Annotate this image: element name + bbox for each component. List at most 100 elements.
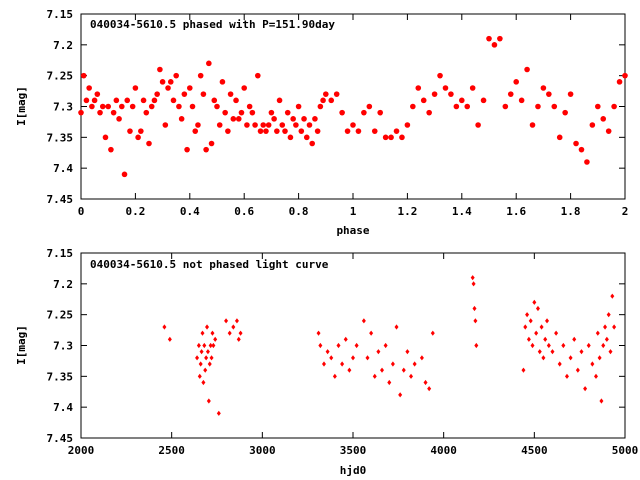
- data-point: [601, 342, 606, 349]
- data-point: [178, 116, 185, 122]
- data-point: [595, 330, 600, 336]
- data-point: [116, 116, 122, 122]
- data-point: [295, 103, 302, 110]
- data-point: [127, 128, 133, 134]
- data-point: [287, 134, 294, 141]
- data-point: [309, 140, 316, 147]
- data-point: [83, 97, 90, 104]
- data-point: [284, 109, 291, 116]
- data-point: [420, 97, 427, 104]
- data-point: [491, 42, 498, 48]
- data-point: [129, 103, 136, 110]
- data-point: [254, 72, 261, 79]
- data-point: [606, 312, 611, 318]
- data-point: [595, 103, 601, 110]
- data-point: [616, 79, 623, 85]
- data-point: [197, 373, 202, 379]
- data-point: [325, 349, 330, 355]
- data-point: [316, 330, 321, 336]
- data-point: [78, 109, 84, 116]
- data-point: [203, 367, 208, 373]
- data-point: [306, 122, 313, 128]
- data-point: [195, 122, 201, 128]
- data-point: [196, 342, 201, 349]
- y-tick-label: 7.4: [53, 162, 73, 175]
- data-point: [124, 97, 131, 104]
- y-tick-label: 7.2: [53, 278, 73, 291]
- data-point: [448, 91, 454, 97]
- y-axis-label: I[mag]: [15, 325, 28, 365]
- x-tick-label: 5000: [612, 444, 639, 457]
- data-point: [605, 128, 612, 134]
- data-point: [535, 305, 540, 312]
- data-point: [105, 103, 111, 110]
- x-axis-label: phase: [336, 224, 369, 237]
- data-point: [573, 140, 579, 147]
- data-point: [399, 134, 405, 141]
- data-point: [390, 361, 395, 367]
- data-point: [329, 355, 334, 361]
- data-point: [530, 342, 535, 349]
- data-point: [162, 324, 167, 330]
- y-tick-label: 7.15: [47, 247, 74, 260]
- data-point: [471, 281, 476, 287]
- data-point: [415, 85, 422, 91]
- data-point: [265, 122, 272, 128]
- data-point: [579, 349, 584, 355]
- data-point: [189, 103, 196, 110]
- data-point: [213, 336, 218, 342]
- data-point: [557, 361, 562, 367]
- data-point: [366, 103, 373, 110]
- data-point: [464, 103, 471, 110]
- data-point: [206, 398, 211, 404]
- data-point: [539, 324, 544, 330]
- data-point: [550, 349, 555, 355]
- data-point: [600, 116, 607, 122]
- data-point: [312, 116, 318, 122]
- data-point: [469, 85, 476, 91]
- data-point: [507, 91, 514, 97]
- data-point: [442, 85, 449, 91]
- data-point: [561, 342, 566, 349]
- data-point: [293, 122, 299, 128]
- data-point: [343, 336, 348, 342]
- data-point: [475, 122, 481, 128]
- data-point: [208, 342, 213, 349]
- data-point: [497, 35, 503, 42]
- data-point: [453, 103, 460, 110]
- data-point: [376, 349, 381, 355]
- data-point: [184, 146, 190, 153]
- data-point: [369, 330, 374, 336]
- data-point: [268, 109, 275, 116]
- data-point: [216, 122, 223, 128]
- data-point: [94, 91, 101, 97]
- data-point: [211, 97, 218, 104]
- x-tick-label: 0.6: [234, 205, 254, 218]
- data-point: [430, 330, 435, 336]
- data-point: [546, 342, 551, 349]
- data-point: [518, 97, 525, 104]
- data-point: [419, 355, 424, 361]
- data-point: [328, 97, 335, 104]
- plot-frame: [80, 13, 626, 200]
- data-point: [350, 122, 356, 128]
- data-point: [361, 109, 367, 116]
- data-point: [568, 355, 573, 361]
- data-point: [534, 330, 539, 336]
- data-point: [365, 355, 370, 361]
- data-point: [227, 91, 234, 97]
- y-tick-label: 7.2: [53, 39, 73, 52]
- y-tick-label: 7.35: [47, 131, 74, 144]
- data-point: [586, 342, 591, 349]
- data-points: [78, 35, 628, 178]
- y-tick-label: 7.3: [53, 101, 73, 114]
- data-point: [562, 109, 568, 116]
- data-point: [398, 392, 403, 398]
- data-point: [151, 97, 158, 104]
- y-tick-label: 7.25: [47, 309, 74, 322]
- data-point: [401, 367, 406, 373]
- data-point: [486, 35, 492, 42]
- data-point: [238, 330, 243, 336]
- axis-ticks: 7.15 7.2 7.25 7.3 7.35 7.4 7.45 0 0.2 0.4 0.6 0.8 1 1…: [47, 8, 629, 218]
- data-point: [610, 293, 615, 299]
